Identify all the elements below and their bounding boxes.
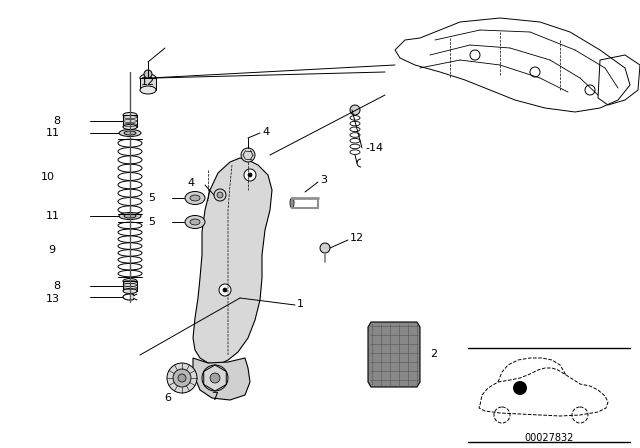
Text: 11: 11 — [46, 211, 60, 221]
Text: 12: 12 — [141, 77, 155, 87]
Ellipse shape — [190, 195, 200, 201]
Ellipse shape — [123, 279, 137, 284]
Circle shape — [530, 67, 540, 77]
Circle shape — [217, 192, 223, 198]
Text: -14: -14 — [365, 143, 383, 153]
Circle shape — [202, 365, 228, 391]
Text: 4: 4 — [188, 178, 195, 188]
Circle shape — [513, 381, 527, 395]
Text: 1: 1 — [297, 299, 304, 309]
Circle shape — [244, 169, 256, 181]
Ellipse shape — [123, 289, 137, 293]
Text: 12: 12 — [350, 233, 364, 243]
Circle shape — [248, 173, 252, 177]
Ellipse shape — [185, 215, 205, 228]
Circle shape — [219, 284, 231, 296]
Circle shape — [167, 363, 197, 393]
Polygon shape — [140, 78, 156, 90]
Circle shape — [173, 369, 191, 387]
Polygon shape — [123, 115, 137, 127]
Text: 2: 2 — [430, 349, 437, 359]
Ellipse shape — [123, 125, 137, 129]
Circle shape — [178, 374, 186, 382]
Text: 8: 8 — [53, 116, 60, 126]
Circle shape — [210, 373, 220, 383]
Text: 13: 13 — [46, 294, 60, 304]
Text: 3: 3 — [320, 175, 327, 185]
Ellipse shape — [290, 198, 294, 208]
Polygon shape — [368, 322, 420, 387]
Ellipse shape — [124, 214, 136, 218]
Polygon shape — [193, 158, 272, 365]
Circle shape — [223, 288, 227, 292]
Ellipse shape — [140, 86, 156, 94]
Text: 00027832: 00027832 — [524, 433, 573, 443]
Polygon shape — [193, 358, 250, 400]
Text: 6: 6 — [164, 393, 172, 403]
Polygon shape — [123, 281, 137, 291]
Text: 5: 5 — [148, 193, 155, 203]
Text: 10: 10 — [41, 172, 55, 181]
Circle shape — [585, 85, 595, 95]
Circle shape — [214, 189, 226, 201]
Ellipse shape — [123, 112, 137, 117]
Ellipse shape — [124, 131, 136, 135]
Text: 9: 9 — [48, 245, 55, 254]
Ellipse shape — [185, 191, 205, 204]
Ellipse shape — [140, 74, 156, 82]
Ellipse shape — [119, 129, 141, 137]
Text: 7: 7 — [211, 392, 219, 402]
Circle shape — [470, 50, 480, 60]
Circle shape — [350, 105, 360, 115]
Circle shape — [320, 243, 330, 253]
Ellipse shape — [190, 219, 200, 225]
Text: 8: 8 — [53, 281, 60, 291]
Circle shape — [241, 148, 255, 162]
Text: 11: 11 — [46, 128, 60, 138]
Circle shape — [144, 70, 152, 78]
Text: 5: 5 — [148, 217, 155, 227]
Text: 4: 4 — [262, 127, 269, 137]
Ellipse shape — [119, 212, 141, 220]
